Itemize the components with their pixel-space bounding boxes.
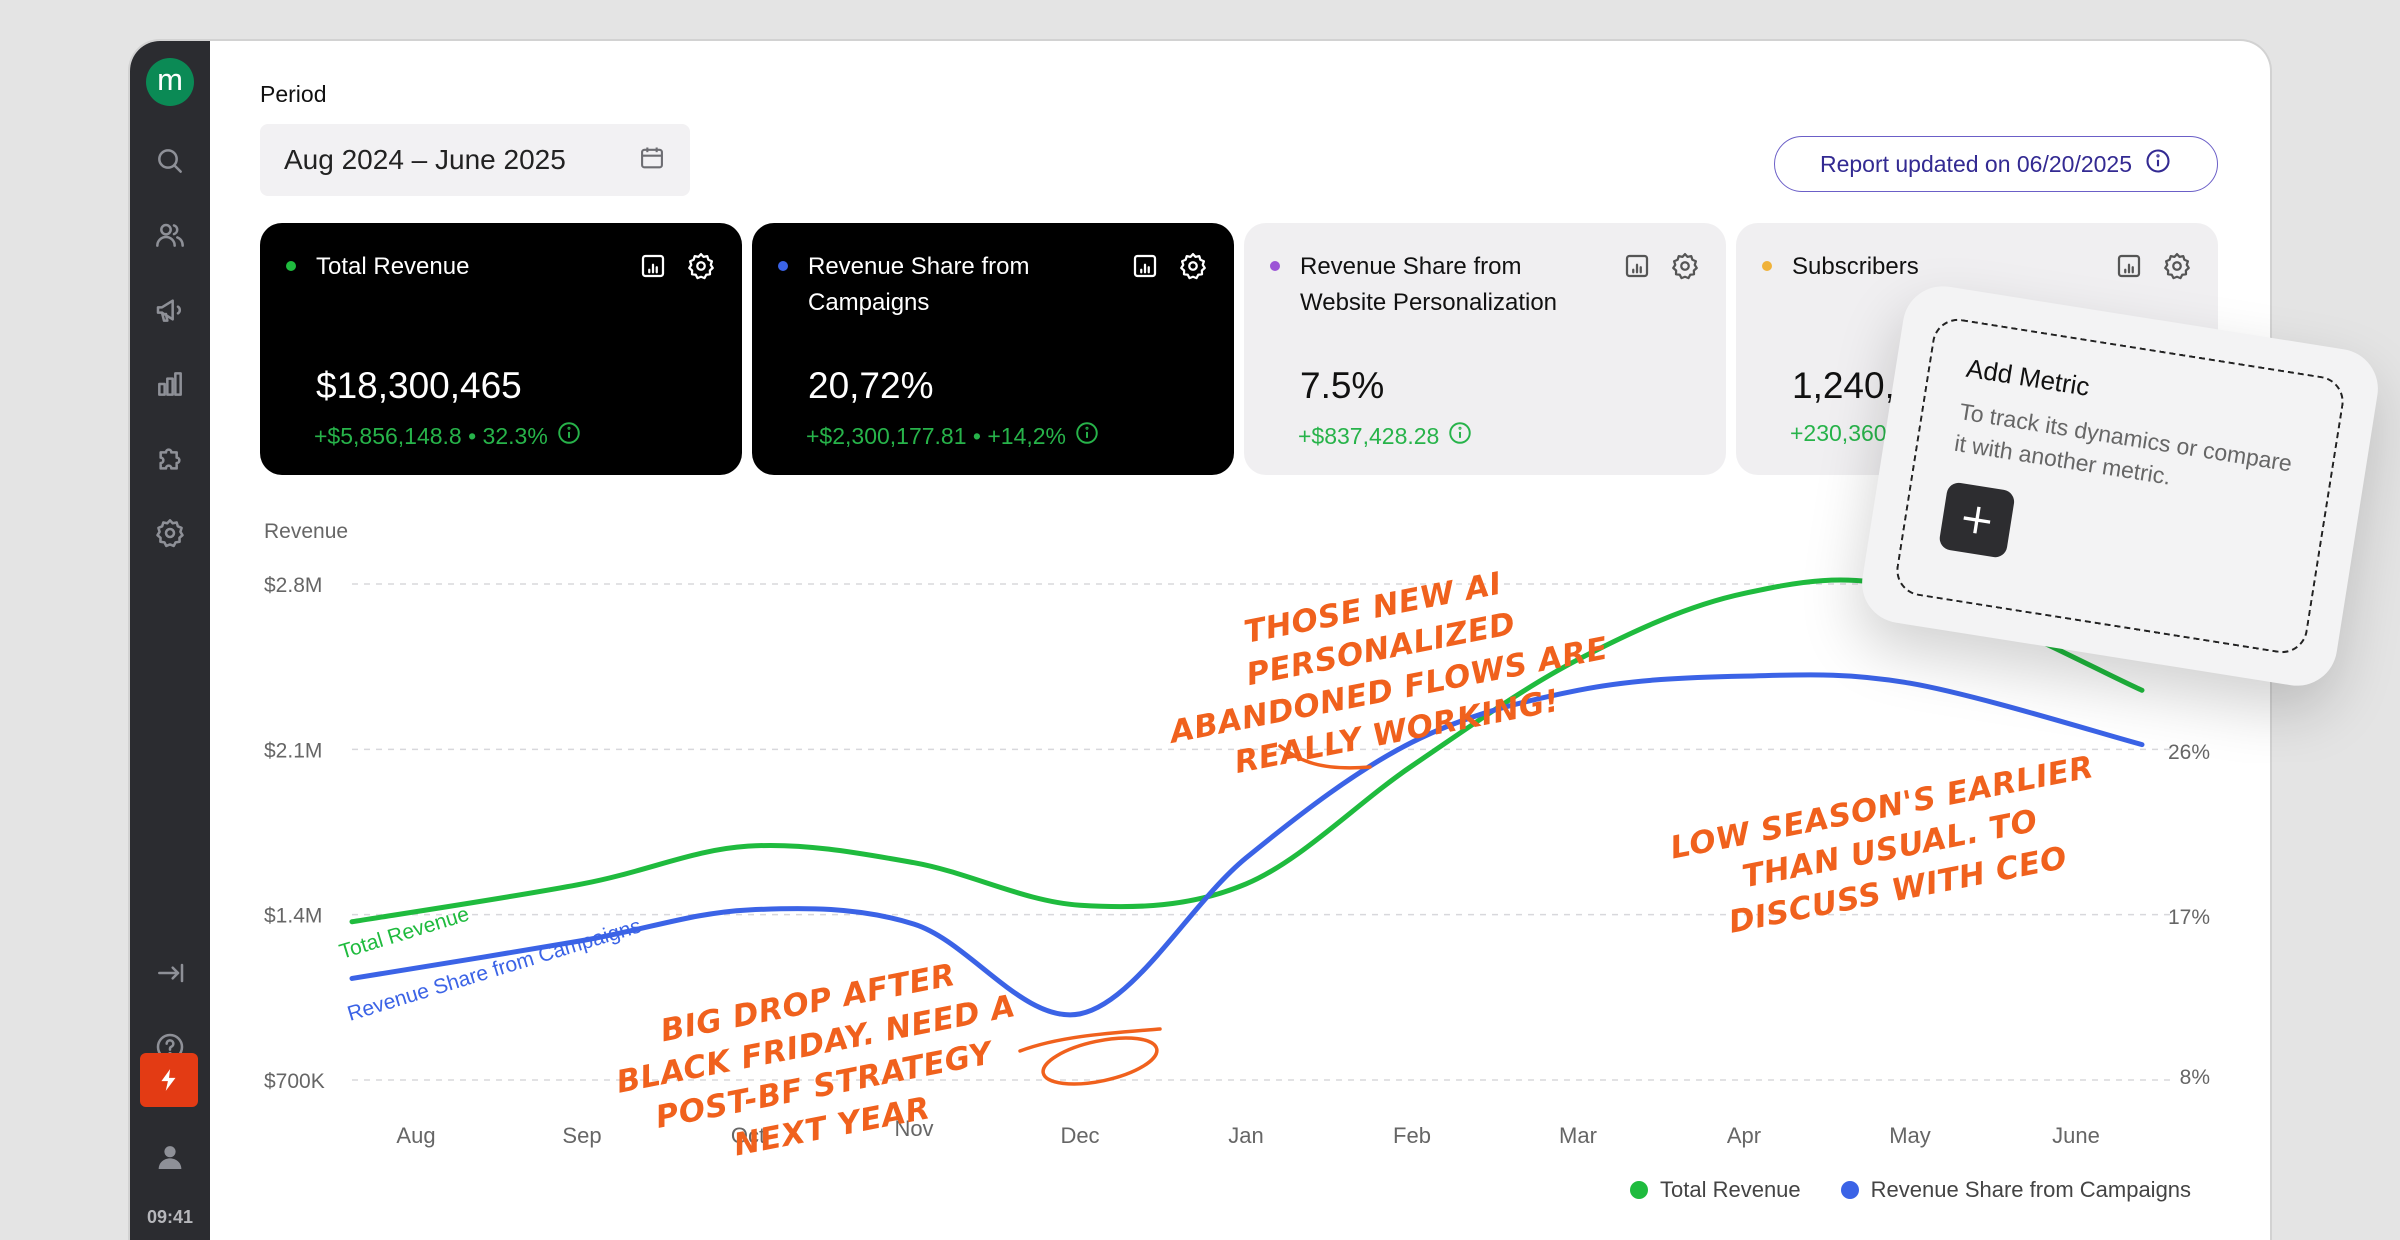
- series-dot: [1270, 261, 1280, 271]
- series-dot: [778, 261, 788, 271]
- revenue-chart: $2.8M $2.1M $1.4M $700K 26% 17% 8% Revenue Aug Se…: [130, 41, 2270, 1240]
- sidebar: m 09:41: [130, 41, 210, 1240]
- y-right-tick-label: 8%: [2180, 1066, 2210, 1089]
- x-tick-label: Mar: [1559, 1123, 1597, 1148]
- report-updated-text: Report updated on 06/20/2025: [1819, 150, 2133, 177]
- chart-add-icon[interactable]: [638, 251, 668, 286]
- megaphone-icon[interactable]: [152, 292, 188, 328]
- chart-add-icon[interactable]: [1130, 251, 1160, 286]
- chart-legend: Total Revenue Revenue Share from Campaig…: [1630, 1177, 2191, 1203]
- user-icon[interactable]: [152, 1139, 188, 1175]
- period-value: Aug 2024 – June 2025: [284, 144, 566, 175]
- info-icon[interactable]: [1447, 420, 1473, 452]
- revenue-chart-svg: $2.8M $2.1M $1.4M $700K 26% 17% 8% Revenue Aug Se…: [264, 520, 2210, 1148]
- legend-label: Revenue Share from Campaigns: [1870, 1177, 2192, 1202]
- y-axis-label: Revenue: [264, 520, 348, 543]
- add-metric-button[interactable]: [1938, 481, 2016, 559]
- period-picker[interactable]: Aug 2024 – June 2025: [260, 124, 690, 196]
- add-metric-dropzone[interactable]: Add Metric To track its dynamics or comp…: [1892, 315, 2348, 657]
- users-icon[interactable]: [152, 217, 188, 253]
- annotation-stroke: [1018, 1027, 1162, 1053]
- info-icon: [2144, 147, 2172, 181]
- series-dot: [286, 261, 296, 271]
- x-tick-label: Sep: [562, 1123, 601, 1148]
- metric-card-total-revenue[interactable]: Total Revenue $18,300,465 +$5,856,148.8 …: [260, 223, 742, 475]
- y-tick-label: $700K: [264, 1070, 325, 1093]
- annotation-underline: [1278, 744, 1372, 770]
- app-logo[interactable]: m: [146, 58, 194, 106]
- add-metric-card[interactable]: Add Metric To track its dynamics or comp…: [1856, 280, 2384, 692]
- bar-chart-icon[interactable]: [152, 366, 188, 402]
- metric-card-campaigns[interactable]: Revenue Share from Campaigns 20,72% +$2,…: [752, 223, 1234, 475]
- settings-icon[interactable]: [1178, 251, 1208, 286]
- annotation-circle: [1041, 1036, 1159, 1086]
- puzzle-icon[interactable]: [152, 441, 188, 477]
- calendar-icon: [638, 144, 666, 177]
- x-tick-label: Feb: [1393, 1123, 1431, 1148]
- settings-icon[interactable]: [1670, 251, 1700, 286]
- bolt-icon[interactable]: [140, 1053, 198, 1107]
- period-label: Period: [260, 81, 327, 107]
- metric-delta: +$837,428.28: [1298, 422, 1440, 449]
- logout-icon[interactable]: [152, 955, 188, 991]
- metric-delta: +$5,856,148.8 • 32.3%: [314, 422, 548, 449]
- search-icon[interactable]: [152, 143, 188, 179]
- clock-time: 09:41: [146, 1207, 194, 1227]
- chart-add-icon[interactable]: [2114, 251, 2144, 286]
- y-tick-label: $2.1M: [264, 739, 322, 762]
- metric-title: Subscribers: [1792, 253, 1919, 280]
- gear-icon[interactable]: [152, 515, 188, 551]
- series-line-campaigns: [349, 672, 2145, 1018]
- app-window: m 09:41 Period: [130, 41, 2270, 1240]
- metric-title: Revenue Share from Website Personalizati…: [1300, 253, 1558, 316]
- metric-card-website-personalization[interactable]: Revenue Share from Website Personalizati…: [1244, 223, 1726, 475]
- series-line-total-revenue: [349, 577, 2145, 925]
- legend-swatch: [1840, 1181, 1859, 1199]
- legend-label: Total Revenue: [1660, 1177, 1801, 1202]
- metric-delta: +$2,300,177.81 • +14,2%: [806, 422, 1066, 449]
- info-icon[interactable]: [556, 420, 582, 452]
- metric-value: 7.5%: [1300, 365, 1385, 406]
- x-tick-label: May: [1889, 1123, 1931, 1148]
- y-tick-label: $2.8M: [264, 574, 322, 597]
- settings-icon[interactable]: [2162, 251, 2192, 286]
- x-tick-label: Aug: [396, 1123, 435, 1148]
- x-tick-label: Jan: [1228, 1123, 1263, 1148]
- metric-value: 20,72%: [808, 365, 934, 406]
- metric-value: $18,300,465: [316, 365, 522, 406]
- metric-title: Total Revenue: [316, 253, 470, 280]
- x-tick-label: Apr: [1727, 1123, 1761, 1148]
- y-right-tick-label: 26%: [2168, 741, 2210, 764]
- y-right-tick-label: 17%: [2168, 906, 2210, 929]
- metric-title: Revenue Share from Campaigns: [808, 253, 1030, 316]
- x-tick-label: June: [2052, 1123, 2100, 1148]
- legend-item-campaigns[interactable]: Revenue Share from Campaigns: [1840, 1177, 2192, 1203]
- x-tick-label: Nov: [894, 1116, 933, 1141]
- legend-item-total-revenue[interactable]: Total Revenue: [1630, 1177, 1801, 1203]
- chart-add-icon[interactable]: [1622, 251, 1652, 286]
- y-tick-label: $1.4M: [264, 905, 322, 928]
- legend-swatch: [1630, 1181, 1648, 1199]
- metric-delta: +230,360: [1790, 420, 1887, 446]
- x-tick-label: Oct: [731, 1123, 765, 1148]
- x-tick-label: Dec: [1060, 1123, 1099, 1148]
- info-icon[interactable]: [1074, 420, 1100, 452]
- series-dot: [1762, 261, 1772, 271]
- report-updated-badge[interactable]: Report updated on 06/20/2025: [1774, 136, 2218, 192]
- settings-icon[interactable]: [686, 251, 716, 286]
- plus-icon: [1963, 506, 1991, 534]
